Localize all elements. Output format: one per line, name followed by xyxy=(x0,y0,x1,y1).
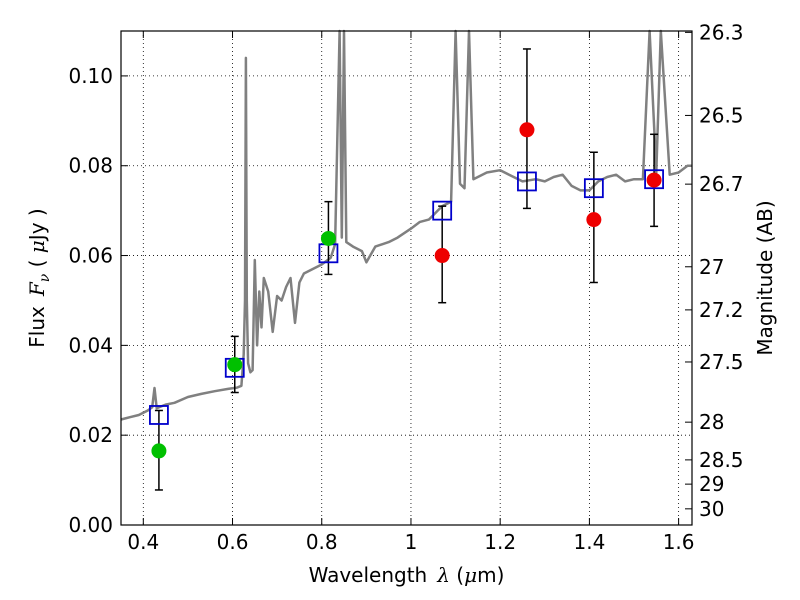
y-tick-label: 0.08 xyxy=(68,154,113,178)
x-tick-label: 0.4 xyxy=(127,530,159,554)
x-tick-label: 1.2 xyxy=(484,530,516,554)
x-tick-label: 1.4 xyxy=(573,530,605,554)
observed-point xyxy=(646,172,662,188)
plot-frame xyxy=(120,30,693,526)
observed-point xyxy=(320,230,336,246)
y-tick-label: 0.02 xyxy=(68,423,113,447)
observed-points-layer xyxy=(151,122,662,459)
model-square xyxy=(432,200,453,221)
right-tick-label: 30 xyxy=(699,497,724,521)
y-axis-label: FluxFν ( μJy ) xyxy=(25,208,53,347)
observed-point xyxy=(434,248,450,264)
right-tick-label: 28.5 xyxy=(699,448,744,472)
x-tick-label: 1.6 xyxy=(663,530,695,554)
right-tick-label: 27.5 xyxy=(699,350,744,374)
observed-point xyxy=(151,443,167,459)
right-tick-label: 26.3 xyxy=(699,20,744,44)
ticks: 0.4 0.6 0.8 1 1.2 1.4 1.6 0.00 0.02 0.04 0.06 0.08 0… xyxy=(68,20,743,554)
x-tick-label: 1 xyxy=(405,530,418,554)
observed-point xyxy=(586,212,602,228)
errorbar-layer xyxy=(154,48,659,491)
x-tick-label: 0.8 xyxy=(306,530,338,554)
grid xyxy=(121,31,692,525)
right-tick-label: 28 xyxy=(699,410,724,434)
x-axis-label: Wavelength λ (μm) xyxy=(309,563,505,587)
right-tick-label: 26.7 xyxy=(699,172,744,196)
y-tick-label: 0.00 xyxy=(68,513,113,537)
model-square xyxy=(149,405,169,425)
observed-point xyxy=(227,357,243,373)
right-tick-label: 26.5 xyxy=(699,103,744,127)
y-tick-label: 0.10 xyxy=(68,64,113,88)
spectrum-layer xyxy=(120,29,692,421)
spectrum-line xyxy=(120,29,692,421)
right-tick-label: 27.2 xyxy=(699,298,744,322)
y-tick-label: 0.06 xyxy=(68,244,113,268)
x-tick-label: 0.6 xyxy=(217,530,249,554)
observed-point xyxy=(519,122,535,138)
right-axis-label: Magnitude (AB) xyxy=(753,200,777,355)
model-photometry-layer xyxy=(149,169,664,425)
model-square xyxy=(517,171,537,192)
model-square xyxy=(644,169,664,190)
right-tick-label: 29 xyxy=(699,472,724,496)
model-square xyxy=(583,178,604,199)
y-tick-label: 0.04 xyxy=(68,333,113,357)
right-tick-label: 27 xyxy=(699,255,724,279)
